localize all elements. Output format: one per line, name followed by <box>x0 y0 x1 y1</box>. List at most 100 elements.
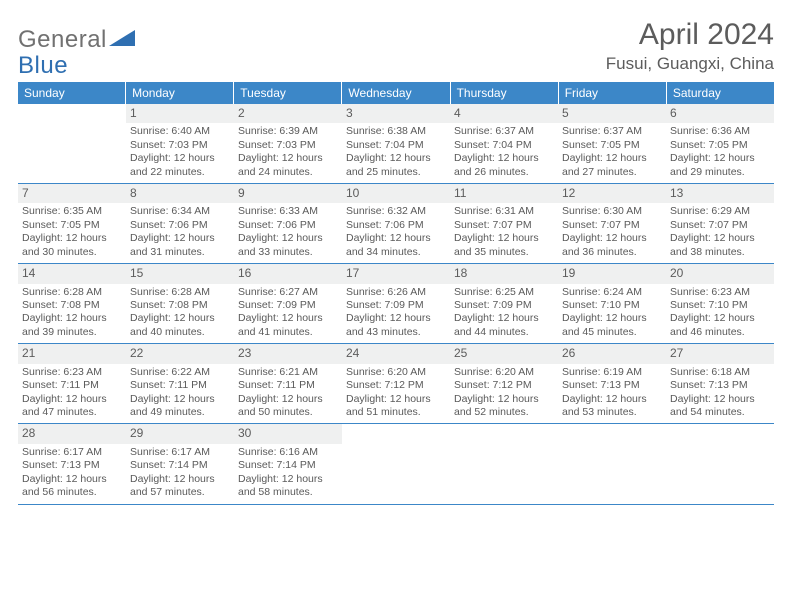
day-body: Sunrise: 6:20 AMSunset: 7:12 PMDaylight:… <box>450 364 558 424</box>
day-number: 4 <box>450 104 558 123</box>
day-cell: 2Sunrise: 6:39 AMSunset: 7:03 PMDaylight… <box>234 104 342 183</box>
day-cell: 30Sunrise: 6:16 AMSunset: 7:14 PMDayligh… <box>234 424 342 503</box>
daylight: Daylight: 12 hours and 43 minutes. <box>346 312 446 339</box>
sunset: Sunset: 7:11 PM <box>22 379 122 392</box>
location: Fusui, Guangxi, China <box>606 54 774 74</box>
day-body: Sunrise: 6:40 AMSunset: 7:03 PMDaylight:… <box>126 123 234 183</box>
day-cell: 11Sunrise: 6:31 AMSunset: 7:07 PMDayligh… <box>450 184 558 263</box>
sunrise: Sunrise: 6:25 AM <box>454 286 554 299</box>
daylight: Daylight: 12 hours and 54 minutes. <box>670 393 770 420</box>
sunrise: Sunrise: 6:40 AM <box>130 125 230 138</box>
week-row: 28Sunrise: 6:17 AMSunset: 7:13 PMDayligh… <box>18 424 774 504</box>
sunrise: Sunrise: 6:17 AM <box>22 446 122 459</box>
sunrise: Sunrise: 6:29 AM <box>670 205 770 218</box>
day-cell: 29Sunrise: 6:17 AMSunset: 7:14 PMDayligh… <box>126 424 234 503</box>
sunrise: Sunrise: 6:22 AM <box>130 366 230 379</box>
sunset: Sunset: 7:13 PM <box>22 459 122 472</box>
day-number: 21 <box>18 344 126 363</box>
logo-text-1: General <box>18 26 107 54</box>
week-row: 21Sunrise: 6:23 AMSunset: 7:11 PMDayligh… <box>18 344 774 424</box>
sunrise: Sunrise: 6:19 AM <box>562 366 662 379</box>
day-cell: 15Sunrise: 6:28 AMSunset: 7:08 PMDayligh… <box>126 264 234 343</box>
sunset: Sunset: 7:04 PM <box>346 139 446 152</box>
day-number: 7 <box>18 184 126 203</box>
day-body: Sunrise: 6:23 AMSunset: 7:11 PMDaylight:… <box>18 364 126 424</box>
sunset: Sunset: 7:05 PM <box>22 219 122 232</box>
day-body: Sunrise: 6:23 AMSunset: 7:10 PMDaylight:… <box>666 284 774 344</box>
day-number: 8 <box>126 184 234 203</box>
sunset: Sunset: 7:07 PM <box>562 219 662 232</box>
day-number: 12 <box>558 184 666 203</box>
day-number: 2 <box>234 104 342 123</box>
daylight: Daylight: 12 hours and 31 minutes. <box>130 232 230 259</box>
day-body: Sunrise: 6:29 AMSunset: 7:07 PMDaylight:… <box>666 203 774 263</box>
sunset: Sunset: 7:10 PM <box>562 299 662 312</box>
daylight: Daylight: 12 hours and 56 minutes. <box>22 473 122 500</box>
day-body: Sunrise: 6:36 AMSunset: 7:05 PMDaylight:… <box>666 123 774 183</box>
weekday-header: Saturday <box>667 82 774 104</box>
daylight: Daylight: 12 hours and 58 minutes. <box>238 473 338 500</box>
daylight: Daylight: 12 hours and 38 minutes. <box>670 232 770 259</box>
month-title: April 2024 <box>606 18 774 52</box>
sunrise: Sunrise: 6:37 AM <box>454 125 554 138</box>
day-body: Sunrise: 6:38 AMSunset: 7:04 PMDaylight:… <box>342 123 450 183</box>
sunrise: Sunrise: 6:31 AM <box>454 205 554 218</box>
sunrise: Sunrise: 6:23 AM <box>22 366 122 379</box>
daylight: Daylight: 12 hours and 53 minutes. <box>562 393 662 420</box>
sunset: Sunset: 7:13 PM <box>670 379 770 392</box>
day-body: Sunrise: 6:28 AMSunset: 7:08 PMDaylight:… <box>18 284 126 344</box>
daylight: Daylight: 12 hours and 22 minutes. <box>130 152 230 179</box>
sunset: Sunset: 7:06 PM <box>238 219 338 232</box>
sunrise: Sunrise: 6:35 AM <box>22 205 122 218</box>
day-number: 15 <box>126 264 234 283</box>
daylight: Daylight: 12 hours and 27 minutes. <box>562 152 662 179</box>
day-body: Sunrise: 6:18 AMSunset: 7:13 PMDaylight:… <box>666 364 774 424</box>
sunrise: Sunrise: 6:20 AM <box>346 366 446 379</box>
sunrise: Sunrise: 6:26 AM <box>346 286 446 299</box>
day-number: 30 <box>234 424 342 443</box>
day-number: 16 <box>234 264 342 283</box>
day-cell: 18 Sunrise: 6:25 AMSunset: 7:09 PMDayligh… <box>450 264 558 343</box>
day-body: Sunrise: 6:34 AMSunset: 7:06 PMDaylight:… <box>126 203 234 263</box>
daylight: Daylight: 12 hours and 46 minutes. <box>670 312 770 339</box>
day-cell <box>666 424 774 503</box>
daylight: Daylight: 12 hours and 50 minutes. <box>238 393 338 420</box>
day-number: 18 <box>450 264 558 283</box>
daylight: Daylight: 12 hours and 29 minutes. <box>670 152 770 179</box>
day-number: 5 <box>558 104 666 123</box>
header: General April 2024 Fusui, Guangxi, China <box>18 18 774 74</box>
sunrise: Sunrise: 6:28 AM <box>22 286 122 299</box>
sunset: Sunset: 7:03 PM <box>130 139 230 152</box>
day-number: 25 <box>450 344 558 363</box>
weekday-header: Monday <box>126 82 234 104</box>
day-cell: 14Sunrise: 6:28 AMSunset: 7:08 PMDayligh… <box>18 264 126 343</box>
day-number: 6 <box>666 104 774 123</box>
day-body: Sunrise: 6:22 AMSunset: 7:11 PMDaylight:… <box>126 364 234 424</box>
daylight: Daylight: 12 hours and 36 minutes. <box>562 232 662 259</box>
day-cell: 24Sunrise: 6:20 AMSunset: 7:12 PMDayligh… <box>342 344 450 423</box>
day-number: 29 <box>126 424 234 443</box>
title-block: April 2024 Fusui, Guangxi, China <box>606 18 774 74</box>
daylight: Daylight: 12 hours and 47 minutes. <box>22 393 122 420</box>
daylight: Daylight: 12 hours and 39 minutes. <box>22 312 122 339</box>
daylight: Daylight: 12 hours and 34 minutes. <box>346 232 446 259</box>
daylight: Daylight: 12 hours and 45 minutes. <box>562 312 662 339</box>
day-body: Sunrise: 6:37 AMSunset: 7:05 PMDaylight:… <box>558 123 666 183</box>
day-cell: 21Sunrise: 6:23 AMSunset: 7:11 PMDayligh… <box>18 344 126 423</box>
daylight: Daylight: 12 hours and 26 minutes. <box>454 152 554 179</box>
logo-line2: Blue <box>18 52 68 80</box>
day-body: Sunrise: 6:17 AMSunset: 7:13 PMDaylight:… <box>18 444 126 504</box>
daylight: Daylight: 12 hours and 44 minutes. <box>454 312 554 339</box>
logo: General <box>18 18 135 54</box>
weekday-header: Thursday <box>451 82 559 104</box>
daylight: Daylight: 12 hours and 35 minutes. <box>454 232 554 259</box>
sunrise: Sunrise: 6:39 AM <box>238 125 338 138</box>
sunset: Sunset: 7:09 PM <box>454 299 554 312</box>
sunrise: Sunrise: 6:24 AM <box>562 286 662 299</box>
daylight: Daylight: 12 hours and 49 minutes. <box>130 393 230 420</box>
day-number: 3 <box>342 104 450 123</box>
day-cell: 6Sunrise: 6:36 AMSunset: 7:05 PMDaylight… <box>666 104 774 183</box>
sunset: Sunset: 7:08 PM <box>22 299 122 312</box>
daylight: Daylight: 12 hours and 41 minutes. <box>238 312 338 339</box>
day-cell <box>450 424 558 503</box>
